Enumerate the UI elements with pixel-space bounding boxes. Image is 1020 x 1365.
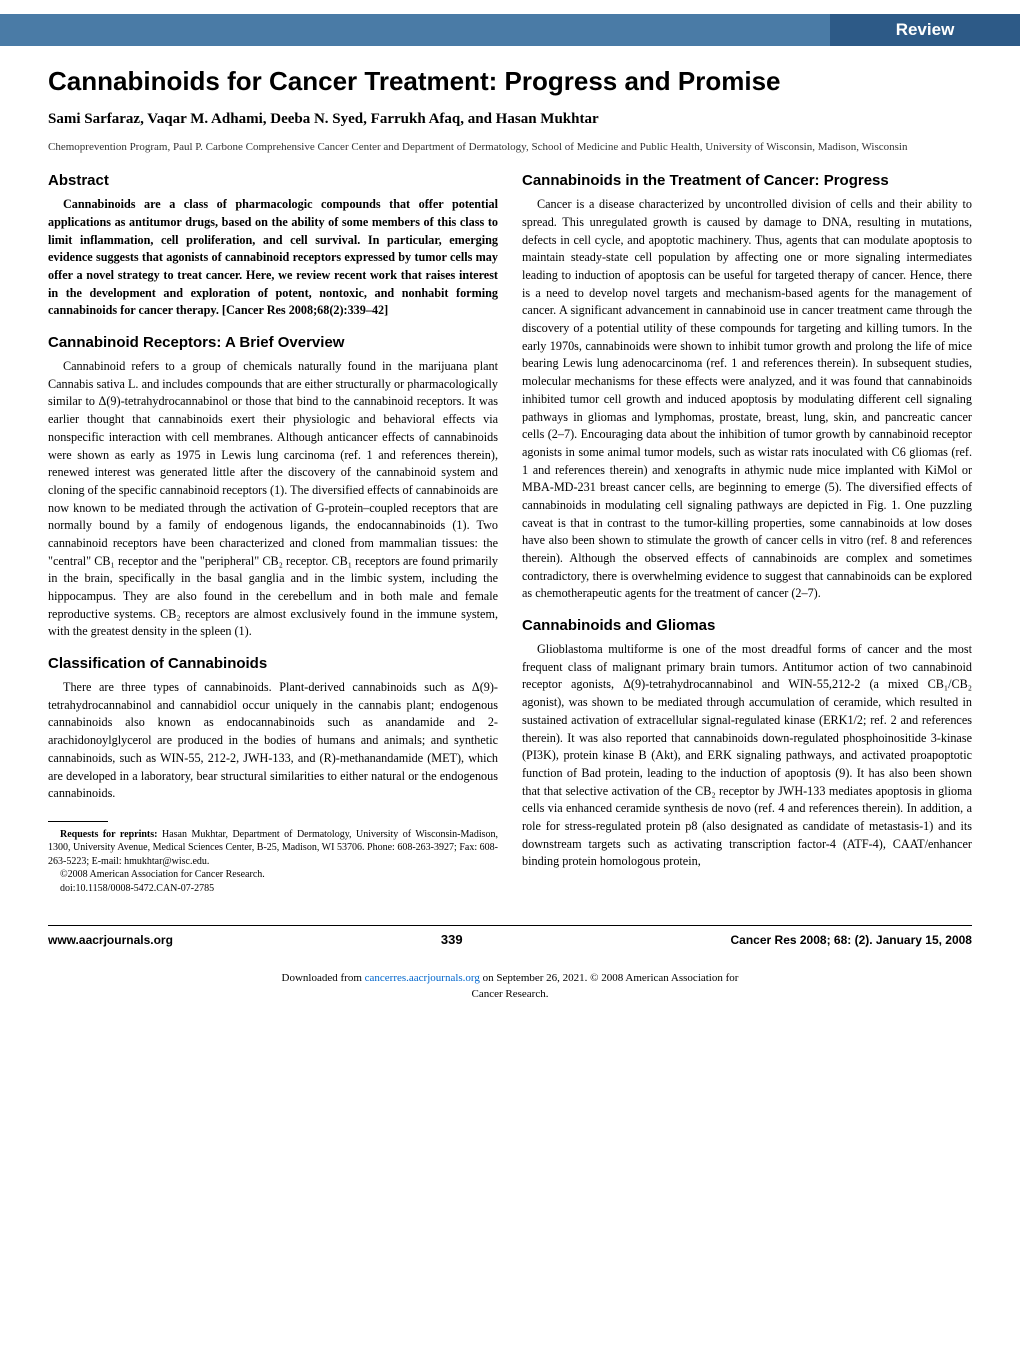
receptors-text: Cannabinoid refers to a group of chemica… [48, 358, 498, 641]
gliomas-text: Glioblastoma multiforme is one of the mo… [522, 641, 972, 871]
page-number: 339 [441, 932, 463, 947]
abstract-heading: Abstract [48, 172, 498, 189]
affiliation-line: Chemoprevention Program, Paul P. Carbone… [48, 140, 972, 154]
classification-heading: Classification of Cannabinoids [48, 655, 498, 672]
copyright-line: ©2008 American Association for Cancer Re… [48, 868, 498, 882]
article-title: Cannabinoids for Cancer Treatment: Progr… [48, 66, 972, 97]
download-prefix: Downloaded from [282, 972, 365, 984]
classification-text: There are three types of cannabinoids. P… [48, 679, 498, 803]
progress-text: Cancer is a disease characterized by unc… [522, 196, 972, 603]
right-column: Cannabinoids in the Treatment of Cancer:… [522, 172, 972, 895]
two-column-layout: Abstract Cannabinoids are a class of pha… [48, 172, 972, 895]
abstract-text: Cannabinoids are a class of pharmacologi… [48, 196, 498, 320]
header-bar-left [0, 14, 830, 46]
left-column: Abstract Cannabinoids are a class of pha… [48, 172, 498, 895]
page-footer: www.aacrjournals.org 339 Cancer Res 2008… [48, 925, 972, 947]
receptors-heading: Cannabinoid Receptors: A Brief Overview [48, 334, 498, 351]
footer-right: Cancer Res 2008; 68: (2). January 15, 20… [731, 933, 972, 947]
refs-divider [48, 821, 108, 822]
progress-heading: Cannabinoids in the Treatment of Cancer:… [522, 172, 972, 189]
doi-line: doi:10.1158/0008-5472.CAN-07-2785 [48, 882, 498, 896]
download-suffix: on September 26, 2021. © 2008 American A… [480, 972, 739, 984]
content-area: Cannabinoids for Cancer Treatment: Progr… [0, 46, 1020, 905]
review-badge: Review [830, 14, 1020, 46]
footer-left: www.aacrjournals.org [48, 933, 173, 947]
download-link[interactable]: cancerres.aacrjournals.org [365, 972, 480, 984]
authors-line: Sami Sarfaraz, Vaqar M. Adhami, Deeba N.… [48, 111, 972, 128]
download-note: Downloaded from cancerres.aacrjournals.o… [0, 971, 1020, 1012]
gliomas-heading: Cannabinoids and Gliomas [522, 617, 972, 634]
download-line2: Cancer Research. [472, 988, 549, 1000]
header-bar: Review [0, 14, 1020, 46]
reprint-requests: Requests for reprints: Hasan Mukhtar, De… [48, 828, 498, 896]
